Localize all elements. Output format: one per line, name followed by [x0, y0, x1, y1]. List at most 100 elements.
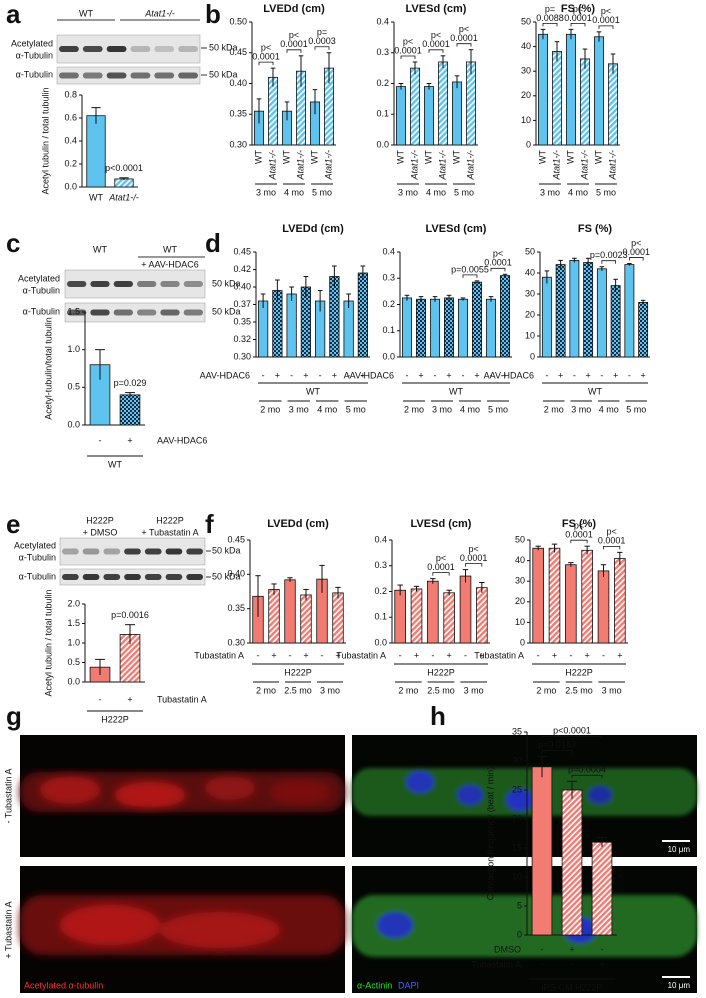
x-tick-label: WT [537, 150, 547, 164]
row-label: Tubastatin A [336, 650, 386, 660]
blot-group: WT [79, 8, 93, 18]
bar [415, 298, 427, 358]
y-axis-label: Acetyl-tubulin/total tubulin [43, 317, 53, 420]
row-sign: - [290, 370, 293, 380]
bar-chart: LVESd (cm) 0.0 0.1 0.2 0.3 0.4 WT Atat1-/- WT Ata… [376, 3, 478, 197]
group-label: 2 mo [256, 685, 276, 695]
y-tick-label: 0.42 [233, 264, 251, 274]
p-value: p=0.0055 [451, 264, 489, 274]
y-tick-label: 20 [521, 90, 531, 100]
blot-band [186, 548, 203, 555]
stain-label: Acetylated α-tubulin [24, 980, 103, 990]
significance-bracket [400, 55, 416, 59]
bar-chart: Acetyl-tubulin/total tubulin 0.0 0.5 1.0 1.5… [43, 306, 207, 469]
blot-band [154, 72, 175, 79]
group-label: WT [108, 459, 122, 469]
y-tick-label: 10 [512, 871, 522, 881]
row-label: AAV-HDAC6 [157, 435, 207, 445]
blot-band [82, 548, 100, 555]
blot-band [113, 281, 133, 287]
p-value: p< [289, 30, 299, 40]
bar [471, 281, 483, 358]
panel-label: d [205, 228, 221, 258]
chart-title: LVEDd (cm) [282, 223, 344, 235]
x-tick-label: WT [451, 150, 461, 164]
row-sign: + [558, 370, 563, 380]
bar-chart: LVEDd (cm) 0.30 0.35 0.40 0.45 0.50 WT Atat1-/-… [229, 3, 336, 197]
bar [268, 589, 280, 644]
bar [537, 33, 549, 146]
blot-marker: 50 kDa [209, 69, 238, 79]
western-blots: WT Atat1-/- Acetylated α-Tubulin α-Tubul… [11, 8, 241, 586]
bar [457, 298, 469, 358]
p-value: 0.0001 [564, 13, 592, 23]
p-value: p< [601, 6, 611, 16]
bar [638, 301, 649, 358]
y-tick-label: 30 [521, 66, 531, 76]
bar [532, 547, 544, 644]
scale-label: 10 μm [668, 981, 691, 990]
x-tick-label: Atat1-/- [295, 150, 305, 181]
red-signal [20, 772, 345, 812]
group-label: 2 mo [404, 404, 424, 414]
bar [565, 33, 577, 146]
row-sign: + [332, 370, 337, 380]
bar [332, 592, 344, 644]
p-value: p= [317, 27, 327, 37]
row-sign: - [569, 650, 572, 660]
bar [485, 298, 497, 358]
y-tick-label: 15 [512, 842, 522, 852]
group-label: 3 mo [398, 187, 418, 197]
row-sign: - [537, 650, 540, 660]
green-blue-signal [352, 768, 697, 816]
y-tick-label: 50 [515, 534, 525, 544]
group-label: 5 mo [596, 187, 616, 197]
y-tick-label: 0.1 [374, 612, 387, 622]
blot-band [62, 574, 79, 580]
y-tick-label: 0.0 [67, 419, 80, 429]
x-tick-label: Atat1-/- [579, 150, 589, 181]
blot-band [67, 281, 87, 287]
group-label: H222P [565, 667, 593, 677]
blot-marker: 50 kDa [212, 306, 241, 316]
blot-strip [64, 302, 206, 323]
scale-label: 10 μm [668, 845, 691, 854]
row-sign: - [434, 370, 437, 380]
group-label: 4 mo [599, 404, 619, 414]
bar-chart: FS (%) 0 10 20 30 40 50 WT Atat1-/- WT Atat1-/- WT A… [521, 3, 620, 197]
stain-label: α-Actinin [357, 980, 392, 990]
p-value: p< [436, 553, 446, 563]
bar [395, 86, 407, 146]
blot-row-label: α-Tubulin [19, 552, 56, 562]
bar [591, 841, 613, 936]
y-tick-label: 0.40 [233, 281, 251, 291]
bar [565, 564, 577, 644]
bar [286, 293, 297, 358]
significance-bracket [603, 545, 621, 550]
group-label: 2 mo [544, 404, 564, 414]
blot-row-label: Acetylated [11, 38, 53, 48]
significance-bracket [465, 563, 483, 567]
p-value: 0.0001 [427, 562, 455, 572]
bar-chart: LVEDd (cm) 0.30 0.35 0.40 0.45 - + - + - + Tubastat… [194, 518, 346, 695]
row-sign: - [462, 370, 465, 380]
y-tick-label: 0.32 [233, 334, 251, 344]
significance-bracket [570, 539, 588, 544]
row-label: DMSO [494, 944, 521, 954]
image-row-label: - Tubastatin A [3, 768, 13, 823]
y-axis-label: Acetyl tubulin / total tubulin [40, 87, 50, 194]
y-tick-label: 0.45 [227, 534, 245, 544]
bar [258, 300, 269, 358]
group-label: 5 mo [488, 404, 508, 414]
y-tick-label: 30 [515, 576, 525, 586]
bar [357, 272, 368, 358]
bar [427, 580, 439, 644]
chart-title: FS (%) [561, 3, 596, 15]
row-sign: + [127, 435, 132, 445]
blot-band [137, 309, 157, 316]
row-sign: - [257, 650, 260, 660]
significance-bracket [570, 22, 586, 27]
group-label: 2.5 mo [427, 685, 455, 695]
blot-strip [56, 34, 201, 64]
panel-labels: a b c d e f g h [6, 0, 446, 731]
